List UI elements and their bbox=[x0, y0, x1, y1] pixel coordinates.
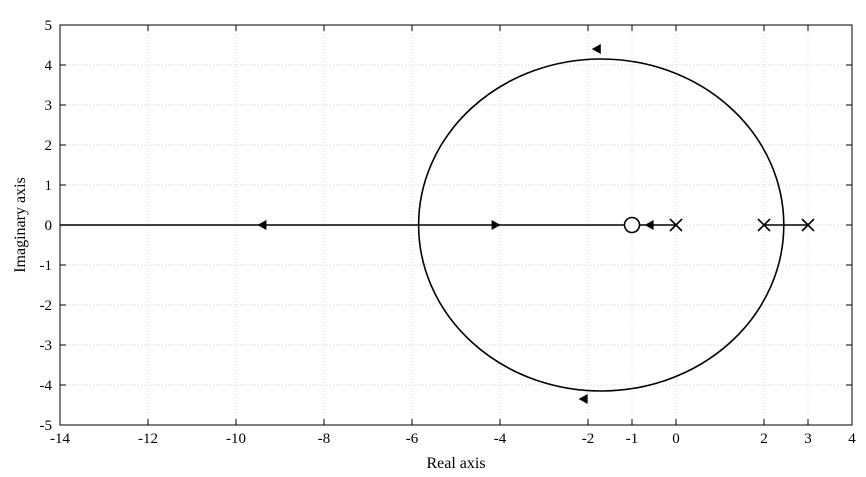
x-tick-label: -4 bbox=[494, 431, 507, 447]
y-tick-label: 2 bbox=[45, 138, 53, 154]
direction-arrow bbox=[644, 220, 654, 230]
y-axis-title: Imaginary axis bbox=[12, 177, 29, 273]
y-tick-label: -1 bbox=[40, 258, 53, 274]
pole-zero-markers bbox=[623, 216, 815, 234]
y-tick-label: -5 bbox=[40, 418, 53, 434]
x-tick-label: -14 bbox=[50, 431, 70, 447]
x-tick-label: -12 bbox=[138, 431, 158, 447]
x-tick-label: 3 bbox=[804, 431, 812, 447]
x-tick-label: -6 bbox=[406, 431, 419, 447]
y-tick-label: 1 bbox=[45, 178, 53, 194]
x-tick-label: 4 bbox=[848, 431, 856, 447]
y-tick-label: 5 bbox=[45, 18, 53, 34]
y-tick-label: 3 bbox=[45, 98, 53, 114]
direction-arrow bbox=[591, 44, 601, 54]
x-tick-label: 2 bbox=[760, 431, 768, 447]
x-tick-label: -2 bbox=[582, 431, 595, 447]
direction-arrow bbox=[491, 220, 501, 230]
direction-arrow bbox=[257, 220, 267, 230]
y-tick-label: -4 bbox=[40, 378, 53, 394]
x-tick-label: -8 bbox=[318, 431, 331, 447]
y-tick-label: -3 bbox=[40, 338, 53, 354]
x-tick-label: -10 bbox=[226, 431, 246, 447]
y-tick-label: 0 bbox=[45, 218, 53, 234]
y-tick-label: 4 bbox=[45, 58, 53, 74]
x-tick-label: -1 bbox=[626, 431, 639, 447]
x-tick-label: 0 bbox=[672, 431, 680, 447]
pole-marker bbox=[757, 218, 771, 232]
pole-marker bbox=[801, 218, 815, 232]
zero-marker bbox=[623, 216, 641, 234]
y-tick-label: -2 bbox=[40, 298, 53, 314]
x-axis-title: Real axis bbox=[426, 455, 485, 472]
direction-arrow bbox=[578, 394, 588, 404]
pole-marker bbox=[669, 218, 683, 232]
